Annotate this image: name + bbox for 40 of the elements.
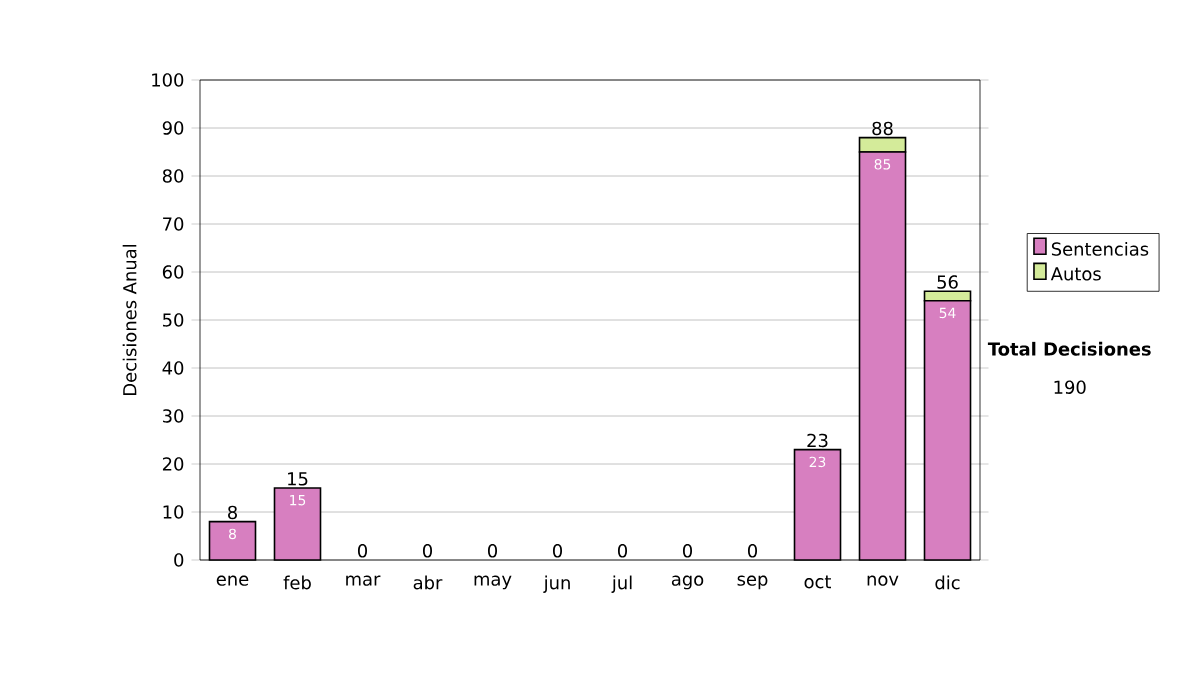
total-label: 23 <box>807 433 828 448</box>
x-tick-label: mar <box>346 575 381 586</box>
y-tick-label: 100 <box>152 73 184 87</box>
total-label: 8 <box>228 505 237 520</box>
y-tick-label: 80 <box>162 169 184 183</box>
x-tick-label: may <box>474 575 512 590</box>
x-tick-label: oct <box>804 575 832 589</box>
y-tick-label: 30 <box>163 409 184 423</box>
x-tick-label: dic <box>935 575 960 590</box>
total-label: 0 <box>422 544 433 558</box>
text: Total Decisiones <box>987 341 1151 356</box>
text: 190 <box>1054 380 1086 394</box>
y-tick-label: 70 <box>163 217 184 231</box>
y-tick-label: 40 <box>162 361 184 375</box>
y-tick-label: 50 <box>163 313 184 327</box>
y-tick-label: 10 <box>163 505 184 519</box>
x-tick-label: ene <box>216 575 249 586</box>
total-label: 0 <box>682 544 693 558</box>
x-tick-label: nov <box>867 575 899 586</box>
total-label: 0 <box>357 544 368 558</box>
y-axis-title: Decisiones Anual <box>122 244 137 395</box>
total-label: 0 <box>617 544 628 558</box>
x-tick-label: feb <box>283 575 311 590</box>
x-tick-label: abr <box>413 575 443 590</box>
y-tick-label: 90 <box>162 121 184 135</box>
x-tick-label: sep <box>737 575 768 590</box>
x-tick-label: jul <box>611 575 632 593</box>
y-tick-label: 60 <box>162 265 184 279</box>
x-tick-label: ago <box>671 575 704 590</box>
legend-label: Autos <box>1050 267 1101 281</box>
total-label: 88 <box>872 121 893 136</box>
total-label: 0 <box>747 544 758 558</box>
total-label: 0 <box>487 544 498 558</box>
x-tick-label: jun <box>543 575 570 593</box>
total-label: 0 <box>552 544 563 558</box>
total-label: 15 <box>288 472 308 486</box>
y-tick-label: 0 <box>174 553 184 567</box>
y-tick-label: 20 <box>162 457 184 471</box>
total-label: 56 <box>937 275 958 289</box>
legend-label: Sentencias <box>1051 241 1149 256</box>
